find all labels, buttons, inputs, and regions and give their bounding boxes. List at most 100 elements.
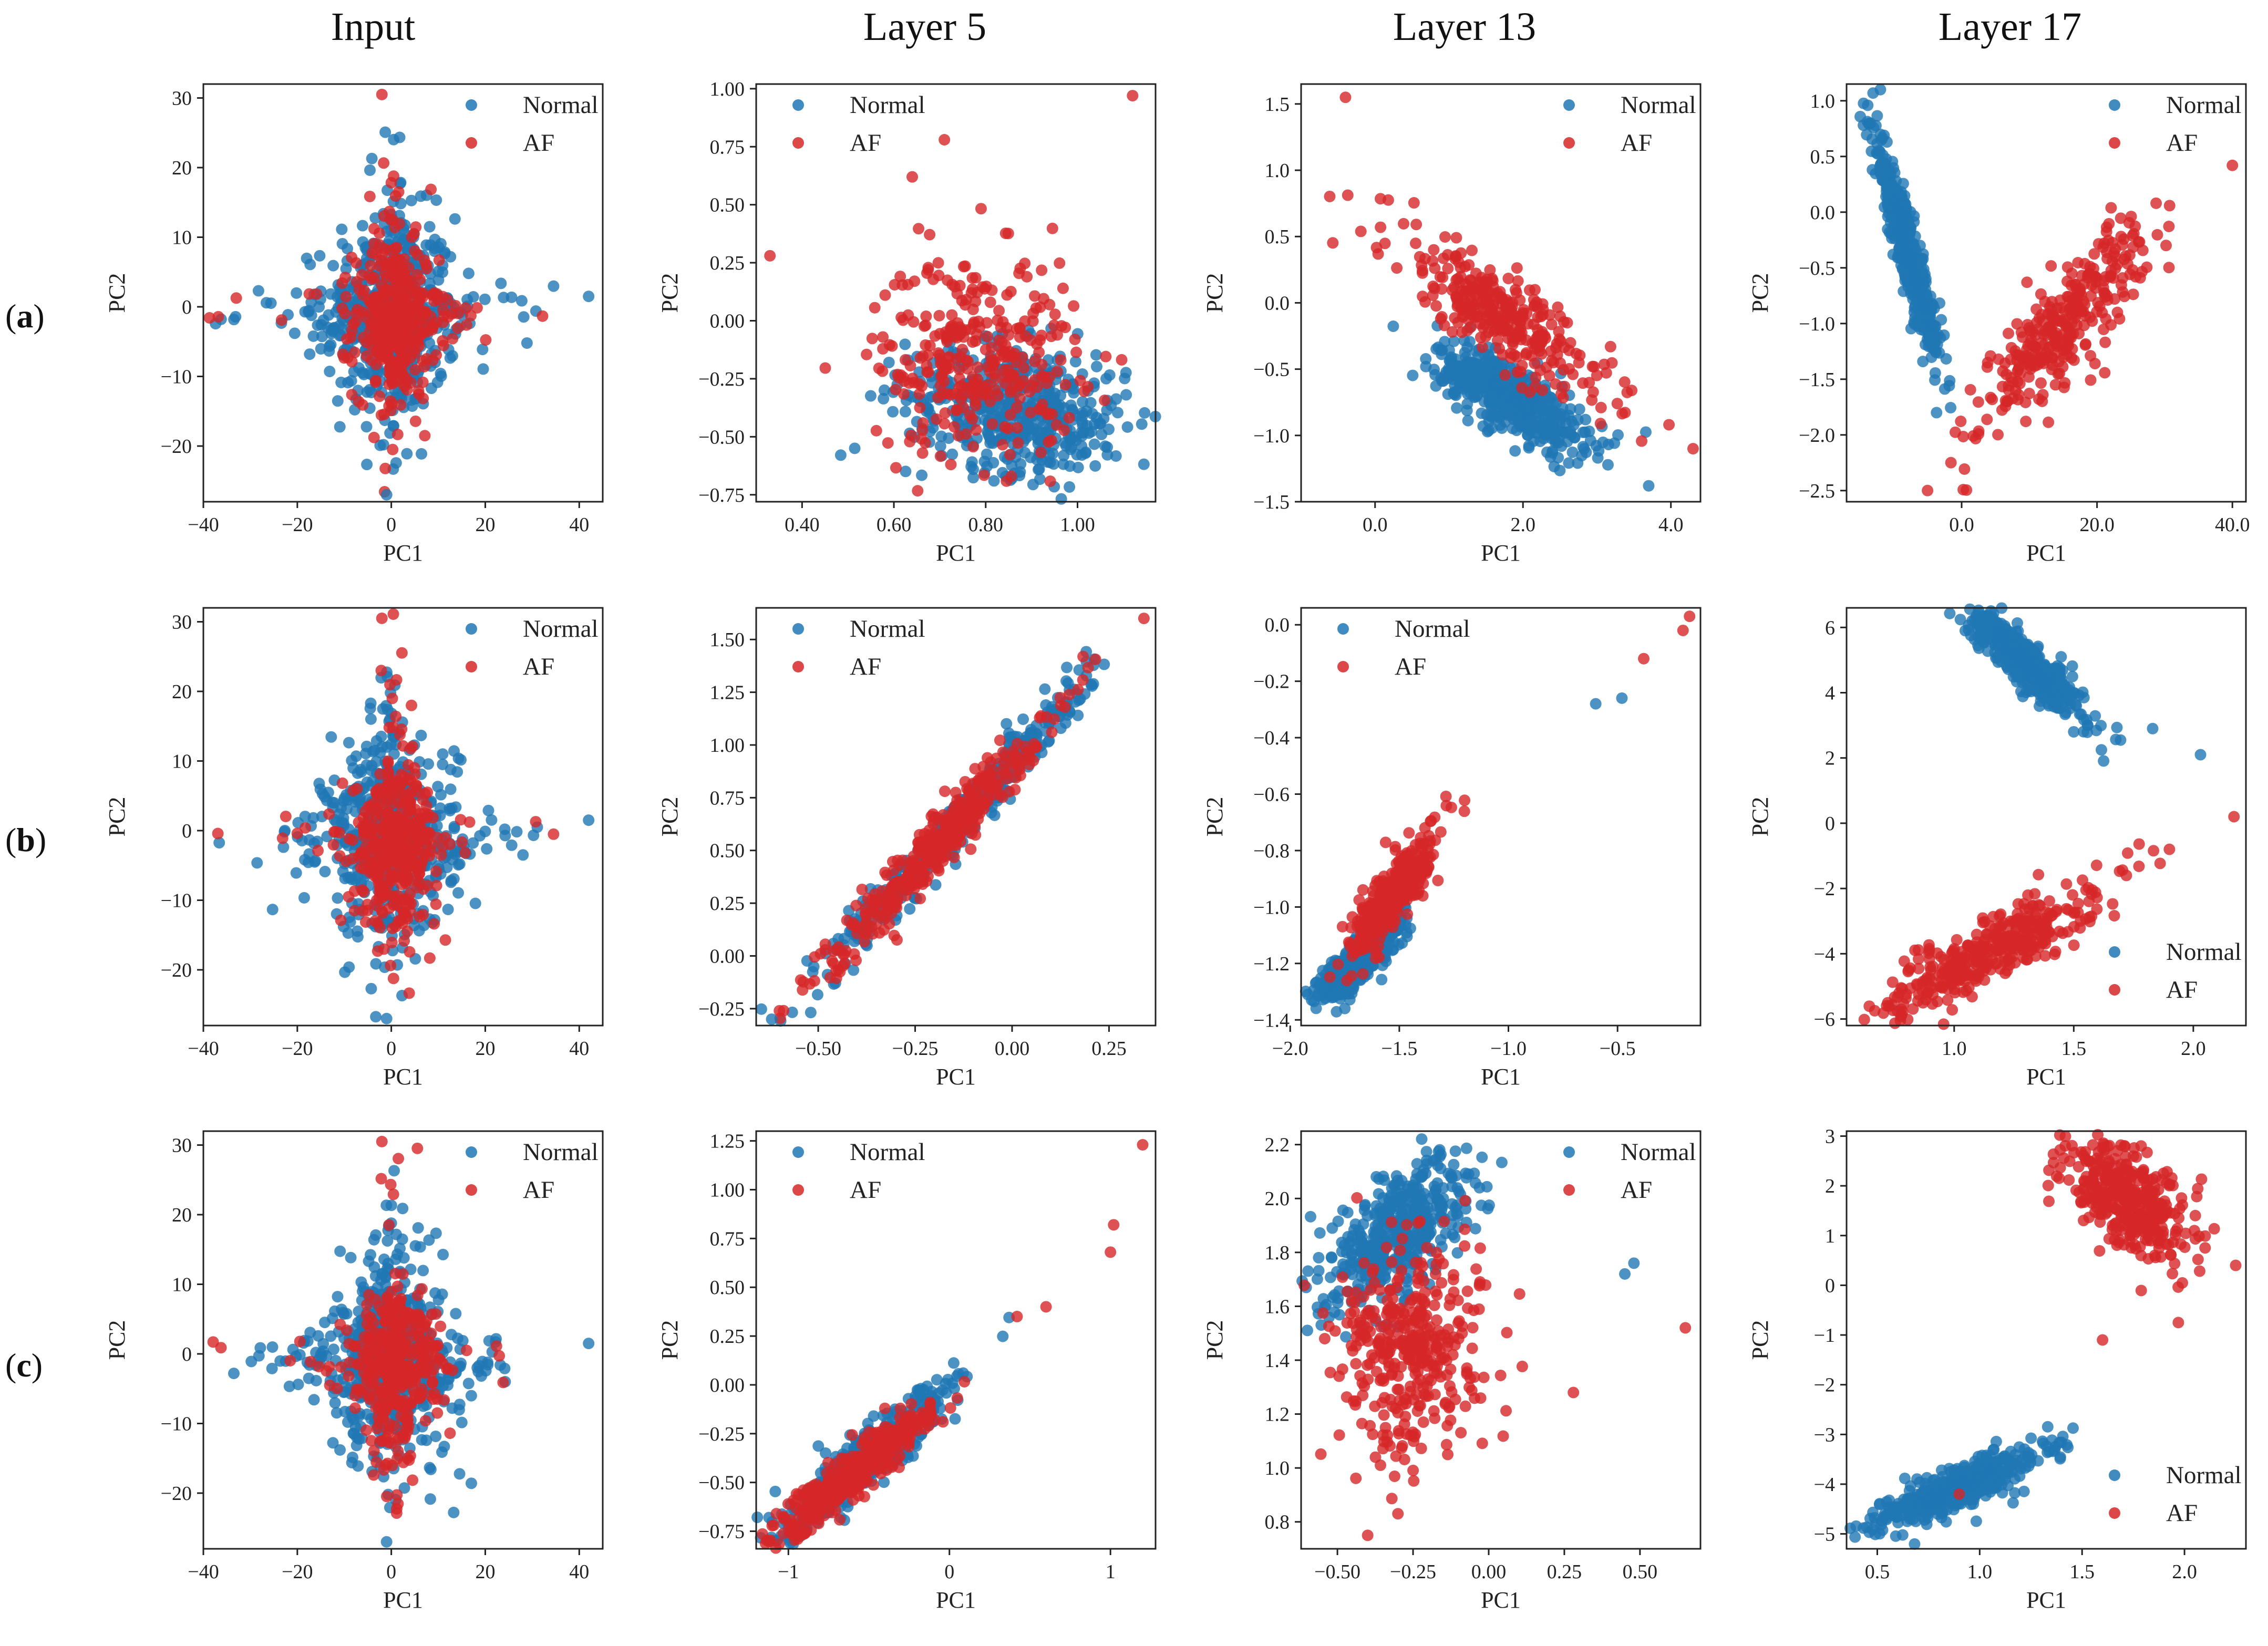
point-af (933, 310, 945, 322)
point-normal (342, 377, 354, 388)
point-af (2163, 221, 2174, 232)
point-normal (1495, 398, 1507, 410)
point-af (972, 361, 984, 373)
point-af (949, 281, 961, 293)
point-af (1458, 309, 1470, 321)
point-normal (401, 448, 413, 460)
point-af (1955, 416, 1966, 427)
point-af (390, 711, 401, 722)
point-af (1636, 436, 1647, 447)
point-af (2090, 282, 2101, 294)
point-af (945, 459, 957, 470)
point-af (370, 811, 382, 822)
point-af (2068, 355, 2080, 366)
point-af (1587, 361, 1599, 372)
point-af (1945, 457, 1957, 469)
point-af (1001, 289, 1013, 301)
point-normal (370, 958, 382, 970)
y-tick-label: 1.0 (1265, 160, 1290, 182)
point-af (312, 845, 324, 856)
point-af (1003, 227, 1014, 239)
point-normal (1037, 420, 1049, 432)
point-af (1958, 463, 1970, 475)
point-normal (1892, 224, 1904, 236)
point-af (879, 289, 891, 301)
point-af (1355, 225, 1367, 237)
point-normal (445, 783, 457, 795)
point-af (456, 836, 468, 848)
point-normal (516, 295, 528, 307)
point-af (1436, 283, 1448, 295)
point-af (1455, 271, 1467, 283)
point-af (374, 922, 386, 934)
point-af (2101, 221, 2112, 233)
point-normal (307, 330, 319, 342)
point-af (389, 339, 401, 351)
point-normal (1139, 407, 1150, 419)
point-af (411, 269, 423, 281)
point-normal (946, 449, 958, 460)
point-af (1342, 190, 1354, 201)
point-af (1595, 418, 1606, 429)
point-af (394, 218, 405, 230)
point-af (1481, 274, 1493, 285)
point-normal (1643, 480, 1654, 492)
point-normal (1110, 450, 1122, 462)
x-tick-label: 40 (569, 1038, 589, 1060)
x-tick-label: −40 (188, 1038, 219, 1060)
point-af (387, 870, 399, 882)
point-normal (448, 745, 460, 757)
point-af (397, 868, 409, 880)
legend-marker-normal (792, 99, 804, 111)
point-af (1622, 387, 1633, 398)
point-af (2037, 315, 2049, 327)
point-af (430, 317, 441, 328)
point-normal (1420, 353, 1431, 365)
y-tick-label: −0.75 (698, 484, 745, 506)
y-tick-label: 0.50 (710, 194, 745, 216)
point-af (340, 855, 352, 867)
point-normal (1112, 407, 1123, 418)
row-label-letter: c (16, 1347, 31, 1384)
point-af (403, 899, 415, 910)
legend-marker-af (1563, 137, 1575, 149)
point-af (946, 309, 957, 321)
y-tick-label: −10 (161, 890, 192, 912)
point-af (890, 462, 902, 473)
point-normal (370, 1011, 382, 1022)
y-tick-label: 0.0 (1265, 292, 1290, 314)
point-af (1051, 366, 1063, 377)
point-af (410, 221, 421, 233)
point-normal (1451, 402, 1462, 414)
point-af (1508, 349, 1520, 361)
point-af (396, 353, 407, 365)
y-tick-label: −0.50 (698, 426, 745, 448)
legend-label-normal: Normal (1621, 91, 1696, 119)
y-tick-label: −20 (161, 959, 192, 981)
point-af (1069, 334, 1081, 345)
point-af (384, 363, 395, 374)
legend-marker-af (466, 661, 477, 672)
x-tick-label: −20 (282, 514, 313, 536)
point-af (1043, 436, 1054, 448)
point-normal (1562, 427, 1573, 438)
point-af (403, 759, 414, 771)
point-normal (1493, 381, 1504, 392)
point-af (1558, 364, 1569, 376)
point-af (2164, 200, 2176, 211)
point-af (966, 272, 978, 284)
y-tick-label: −10 (161, 366, 192, 388)
point-normal (1602, 459, 1614, 471)
point-af (358, 848, 369, 860)
y-tick-label: −1.5 (1253, 491, 1290, 513)
point-normal (432, 781, 444, 792)
point-af (362, 905, 373, 916)
point-normal (365, 702, 376, 714)
point-af (906, 171, 918, 183)
point-af (392, 429, 404, 440)
point-af (1116, 354, 1128, 366)
point-af (1036, 359, 1048, 370)
point-af (1493, 343, 1505, 355)
point-af (993, 305, 1005, 316)
